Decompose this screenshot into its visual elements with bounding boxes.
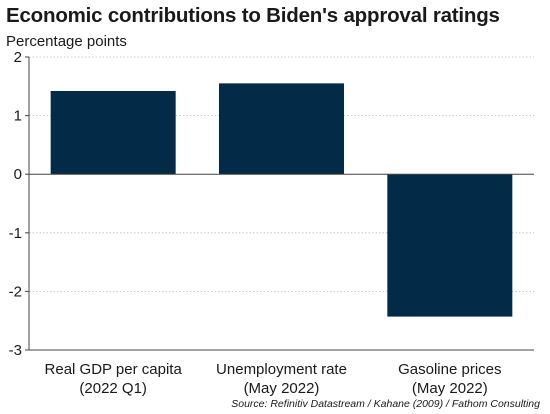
- x-category-label-line: (May 2022): [412, 380, 488, 397]
- x-category-labels: Real GDP per capita (2022 Q1) Unemployment…: [45, 361, 502, 397]
- axes: [25, 56, 534, 351]
- y-axis-unit-label: Percentage points: [6, 33, 127, 50]
- x-category-label: Real GDP per capita (2022 Q1): [45, 361, 183, 397]
- y-tick-label: -2: [9, 283, 22, 300]
- x-category-label-line: Gasoline prices: [398, 361, 501, 378]
- bar: [50, 90, 176, 175]
- bar: [219, 83, 344, 175]
- x-category-label-line: (May 2022): [244, 380, 320, 397]
- source-note: Source: Refinitiv Datastream / Kahane (2…: [231, 398, 540, 410]
- x-category-label-line: Unemployment rate: [216, 361, 347, 378]
- y-tick-label: -3: [9, 342, 22, 359]
- x-category-label: Gasoline prices (May 2022): [398, 361, 501, 397]
- y-tick-label: 2: [14, 49, 22, 66]
- bar: [387, 174, 513, 317]
- x-category-label: Unemployment rate (May 2022): [216, 361, 347, 397]
- x-category-label-line: (2022 Q1): [79, 380, 147, 397]
- y-tick-label: -1: [9, 225, 22, 242]
- bars: [50, 83, 513, 317]
- y-tick-labels: 2 1 0 -1 -2 -3: [9, 49, 22, 359]
- x-category-label-line: Real GDP per capita: [45, 361, 183, 378]
- y-tick-label: 0: [14, 166, 22, 183]
- chart-title: Economic contributions to Biden's approv…: [6, 4, 500, 27]
- y-tick-label: 1: [14, 108, 22, 125]
